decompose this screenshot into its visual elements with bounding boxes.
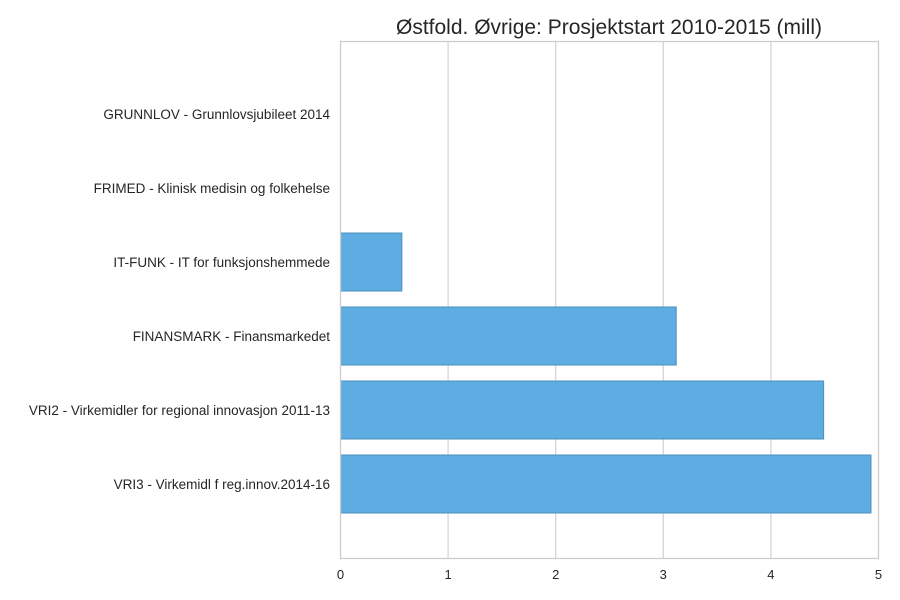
category-label: IT-FUNK - IT for funksjonshemmede bbox=[113, 255, 330, 270]
category-label: FRIMED - Klinisk medisin og folkehelse bbox=[94, 181, 330, 196]
x-tick-label: 5 bbox=[875, 567, 882, 582]
category-label: GRUNNLOV - Grunnlovsjubileet 2014 bbox=[103, 107, 330, 122]
category-label: VRI3 - Virkemidl f reg.innov.2014-16 bbox=[114, 477, 330, 492]
category-label: VRI2 - Virkemidler for regional innovasj… bbox=[29, 403, 330, 418]
plot-frame bbox=[339, 40, 880, 560]
category-label: FINANSMARK - Finansmarkedet bbox=[133, 329, 331, 344]
x-tick-label: 4 bbox=[767, 567, 774, 582]
bar bbox=[340, 380, 825, 440]
category-labels: GRUNNLOV - Grunnlovsjubileet 2014 FRIMED … bbox=[29, 107, 331, 492]
x-tick-labels: 0 1 2 3 4 5 bbox=[337, 567, 882, 582]
chart-title: Østfold. Øvrige: Prosjektstart 2010-2015… bbox=[396, 16, 822, 39]
bar bbox=[340, 232, 403, 292]
x-tick-label: 1 bbox=[444, 567, 451, 582]
x-tick-label: 0 bbox=[337, 567, 344, 582]
bar bbox=[340, 306, 677, 366]
bar bbox=[340, 454, 872, 514]
x-tick-label: 3 bbox=[660, 567, 667, 582]
x-tick-label: 2 bbox=[552, 567, 559, 582]
bars-layer bbox=[340, 232, 872, 514]
